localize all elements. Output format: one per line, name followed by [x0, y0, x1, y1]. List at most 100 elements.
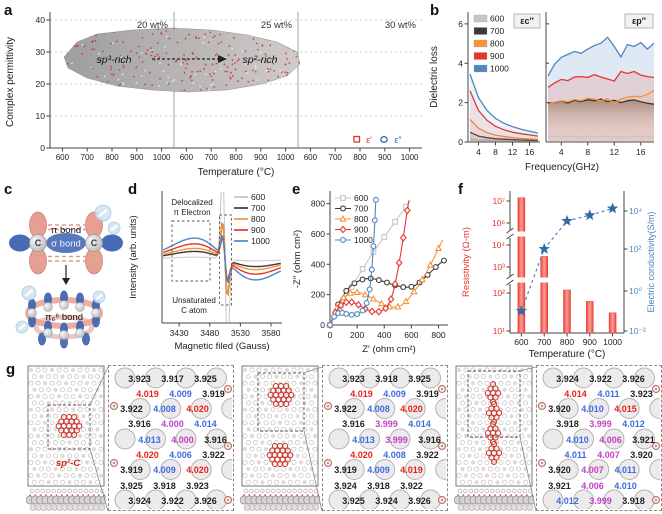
- svg-text:800: 800: [229, 153, 243, 162]
- panel-f-label: f: [458, 181, 463, 198]
- svg-text:ε′: ε′: [366, 135, 372, 145]
- bond-length-value: 4.009: [367, 465, 390, 476]
- electron-icon: [94, 204, 112, 222]
- svg-text:900: 900: [378, 153, 392, 162]
- bond-length-value: 3.921: [632, 434, 655, 445]
- panel-e: e 0 200 400 600 800 0 200 400 600 800 Z′ (ohm cm²)…: [290, 181, 454, 359]
- eis-legend-item: 900: [335, 225, 368, 235]
- svg-text:900: 900: [490, 51, 504, 61]
- svg-text:Magnetic filed (Gauss): Magnetic filed (Gauss): [174, 341, 269, 352]
- svg-text:1000: 1000: [401, 153, 419, 162]
- svg-text:0: 0: [40, 143, 45, 153]
- svg-text:3530: 3530: [231, 328, 250, 338]
- bond-length-value: 4.020: [186, 465, 209, 476]
- svg-text:16: 16: [636, 147, 646, 157]
- lattice-thumbnail: sp²-C: [26, 365, 106, 511]
- eis-legend-item: 700: [335, 204, 368, 214]
- bond-length-row: 3.921 4.006 4.010: [543, 476, 642, 494]
- electron-icon: [21, 285, 37, 301]
- svg-text:10³: 10³: [493, 262, 505, 272]
- conductivity-stars: [515, 202, 619, 316]
- atom-background: [323, 367, 446, 509]
- panel-e-label: e: [292, 181, 301, 198]
- svg-text:3580: 3580: [262, 328, 281, 338]
- bond-length-row: 3.919 4.009 4.019: [329, 460, 428, 478]
- svg-text:0: 0: [320, 320, 325, 330]
- bond-length-value: 4.020: [186, 404, 209, 415]
- bond-length-value: 3.916: [418, 434, 441, 445]
- svg-text:600: 600: [404, 330, 418, 340]
- svg-text:εc″: εc″: [520, 16, 534, 26]
- bond-length-value: 4.020: [400, 404, 423, 415]
- svg-text:1000: 1000: [603, 337, 622, 347]
- nyquist-chart: 0 200 400 600 800 0 200 400 600 800 Z′ (ohm cm²) -Z…: [292, 191, 448, 355]
- resistivity-chart: 10⁷ 10⁶ 10⁴ 10³ 10² 10¹ 10⁴ 10² 10⁰ 10⁻² 600 700 800…: [461, 191, 656, 359]
- bond-length-row: 3.916 4.000 4.014: [123, 414, 222, 432]
- bond-length-value: 3.926: [622, 373, 645, 384]
- svg-text:8: 8: [585, 147, 590, 157]
- bond-length-value: 4.020: [136, 450, 159, 460]
- svg-text:Z′ (ohm cm²): Z′ (ohm cm²): [362, 344, 416, 355]
- bond-length-value: 3.920: [548, 465, 571, 476]
- bond-length-value: 4.012: [556, 495, 579, 506]
- svg-text:10⁶: 10⁶: [492, 218, 505, 228]
- bond-length-value: 3.920: [548, 404, 571, 415]
- svg-text:Temperature (°C): Temperature (°C): [198, 167, 275, 178]
- sp2-cluster: [484, 380, 503, 466]
- bond-length-row: 3.924 3.922 3.926: [551, 369, 650, 387]
- svg-text:900: 900: [251, 225, 265, 235]
- eps-legend: ε′ ε″: [353, 135, 402, 145]
- bond-length-value: 3.919: [416, 388, 439, 399]
- svg-text:16: 16: [525, 147, 535, 157]
- lattice-group-1: sp²-C 3.923 3.917 3.925 4.019 4.009 3.919 3.92…: [26, 363, 234, 514]
- svg-text:1000: 1000: [354, 235, 373, 245]
- svg-text:900: 900: [254, 153, 268, 162]
- svg-text:Resistivity (Ω-m): Resistivity (Ω-m): [461, 227, 472, 297]
- bond-length-value: 4.010: [566, 434, 589, 445]
- bond-length-value: 3.918: [556, 419, 579, 430]
- svg-text:800: 800: [560, 337, 574, 347]
- svg-text:10⁴: 10⁴: [629, 206, 642, 216]
- panel-c-label: c: [4, 181, 13, 198]
- svg-text:10: 10: [36, 111, 46, 121]
- bond-length-value: 3.916: [204, 434, 227, 445]
- bond-length-map: 3.923 3.918 3.925 4.019 4.009 3.919 3.922 4.008…: [322, 365, 448, 511]
- bond-length-value: 3.926: [194, 495, 217, 506]
- bond-length-row: 4.020 4.006 3.922: [131, 445, 230, 463]
- bond-length-row: 3.916 3.999 4.014: [337, 414, 436, 432]
- bond-length-value: 4.008: [383, 450, 406, 460]
- epr-curves: [162, 192, 282, 322]
- panel-g-label: g: [6, 361, 16, 378]
- bond-length-value: 3.921: [548, 480, 571, 491]
- eps-c-curves: [469, 73, 539, 142]
- svg-text:10¹: 10¹: [493, 326, 505, 336]
- svg-text:C: C: [91, 238, 98, 248]
- svg-text:10²: 10²: [629, 244, 641, 254]
- bond-length-value: 3.923: [630, 388, 653, 399]
- bond-length-value: 3.925: [194, 373, 217, 384]
- bond-length-value: 4.008: [153, 404, 176, 415]
- bond-length-value: 3.999: [589, 419, 612, 430]
- svg-text:900: 900: [130, 153, 144, 162]
- bond-length-row: 3.925 3.918 3.923: [115, 476, 214, 494]
- svg-text:2: 2: [458, 98, 463, 108]
- panel-a-label: a: [4, 2, 13, 19]
- bond-length-value: 3.922: [161, 495, 184, 506]
- svg-text:600: 600: [180, 153, 194, 162]
- eis-legend-item: 600: [335, 193, 368, 203]
- bond-length-value: 4.013: [138, 434, 161, 445]
- bond-length-row: 3.920 4.010 4.015: [543, 399, 642, 417]
- bond-length-row: 4.011 4.007 3.920: [559, 445, 658, 463]
- bond-length-row: 3.923 3.918 3.925: [337, 369, 436, 387]
- svg-text:700: 700: [329, 153, 343, 162]
- bond-length-value: 4.011: [614, 465, 637, 476]
- svg-text:8: 8: [493, 147, 498, 157]
- eps-p-curves: [547, 36, 655, 142]
- svg-text:σ bond: σ bond: [51, 239, 81, 250]
- panel-g: g sp²-C 3.923 3.917 3.925 4.019 4.009 3.919 3.…: [2, 359, 662, 514]
- bond-length-value: 3.925: [408, 373, 431, 384]
- bond-length-value: 4.010: [581, 404, 604, 415]
- bond-length-value: 3.923: [342, 373, 365, 384]
- svg-text:0: 0: [458, 137, 463, 147]
- bond-length-value: 3.925: [120, 480, 143, 491]
